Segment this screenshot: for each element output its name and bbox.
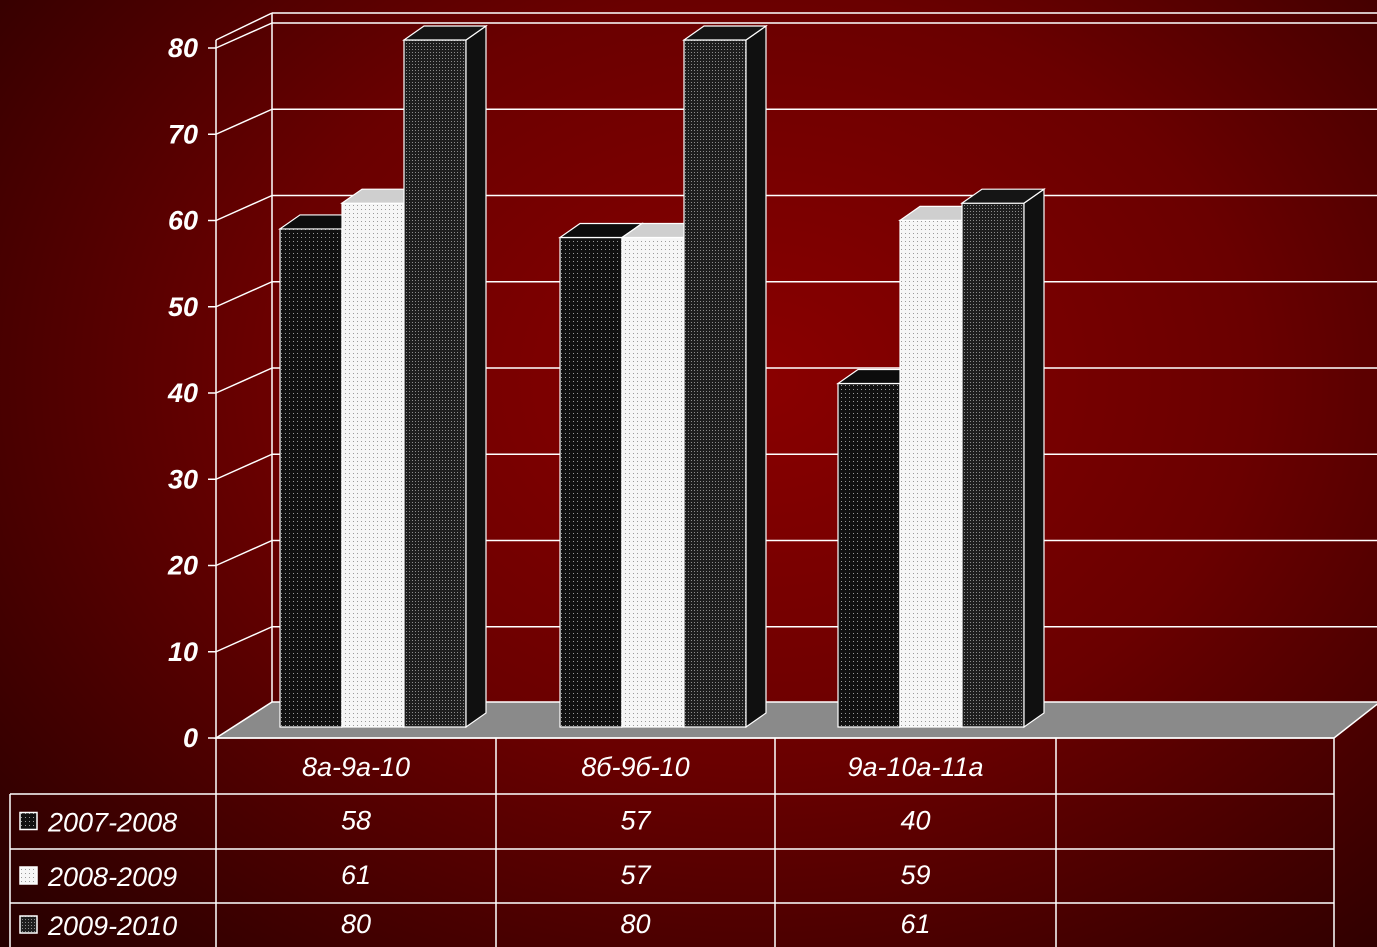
side-wall-top — [215, 12, 273, 41]
bar-front — [279, 228, 343, 728]
bar-side — [1023, 188, 1045, 729]
gridline-side — [215, 453, 273, 480]
legend-swatch — [19, 915, 38, 934]
bar-front — [961, 202, 1025, 728]
y-tick-label: 30 — [168, 464, 198, 494]
gridline-side — [215, 626, 273, 653]
table-cell: 57 — [620, 806, 651, 836]
y-tick-label: 60 — [168, 206, 198, 236]
gridline-side — [215, 22, 273, 49]
bar — [682, 24, 768, 729]
table-cell: 61 — [900, 909, 930, 939]
gridline-side — [215, 108, 273, 135]
bar-front — [621, 236, 685, 728]
bar-front — [341, 202, 405, 728]
y-tick-label: 0 — [183, 723, 198, 753]
table-cell: 40 — [900, 806, 930, 836]
gridline-side — [215, 539, 273, 567]
bar-side — [745, 24, 767, 729]
y-tick-label: 70 — [168, 119, 198, 149]
bar — [960, 188, 1046, 729]
gridline-side — [215, 194, 273, 222]
bar — [402, 24, 488, 729]
y-tick-label: 10 — [168, 637, 198, 667]
table-cell: 58 — [341, 806, 371, 836]
bar-side — [465, 24, 487, 729]
legend-label: 2009-2010 — [47, 911, 177, 941]
y-axis: 0 10 20 30 40 50 60 70 80 — [167, 33, 217, 753]
legend-label: 2007-2008 — [47, 808, 177, 838]
y-tick-label: 40 — [167, 378, 198, 408]
table-cell: 80 — [341, 909, 371, 939]
category-label: 8а-9а-10 — [302, 752, 410, 782]
table-cell: 57 — [620, 860, 651, 890]
bar-front — [899, 219, 963, 728]
y-tick-label: 80 — [168, 33, 198, 63]
legend-swatch — [19, 811, 38, 831]
gridline-side — [215, 281, 273, 308]
table-cell: 59 — [900, 860, 930, 890]
bars — [278, 24, 1046, 729]
y-tick-label: 20 — [167, 551, 198, 581]
bar-top — [402, 25, 488, 41]
bar-front — [559, 236, 623, 728]
data-table: 8а-9а-10 8б-9б-10 9а-10а-11а 2007-2008 58 57 4… — [9, 737, 1335, 947]
y-tick-label: 50 — [168, 292, 198, 322]
category-label: 8б-9б-10 — [581, 752, 689, 782]
table-cell: 61 — [341, 860, 371, 890]
bar-front — [683, 39, 747, 728]
bar-top — [960, 188, 1046, 204]
gridline-side — [215, 367, 273, 394]
legend-label: 2008-2009 — [47, 862, 177, 892]
category-label: 9а-10а-11а — [847, 752, 983, 782]
table-cell: 80 — [620, 909, 650, 939]
legend-swatch — [19, 866, 38, 885]
bar-front — [837, 382, 901, 728]
bar-front — [403, 39, 467, 728]
bar-top — [682, 25, 768, 41]
